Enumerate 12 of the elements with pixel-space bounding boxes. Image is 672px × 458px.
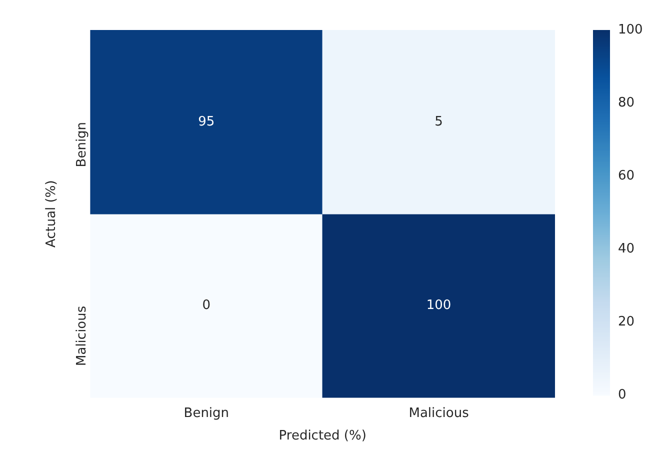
data-label: 5	[434, 114, 443, 130]
color-bar-label: 100	[618, 22, 643, 38]
color-bar-label: 40	[618, 241, 635, 256]
data-label: 95	[198, 114, 215, 130]
color-bar-label: 20	[618, 314, 635, 330]
color-bar-label: 60	[618, 168, 635, 184]
data-label: 0	[202, 298, 211, 314]
data-label: 100	[426, 298, 452, 314]
color-bar-label: 0	[618, 387, 626, 402]
x-axis-title: Predicted (%)	[278, 428, 366, 444]
y-axis-title: Actual (%)	[44, 180, 60, 248]
color-bar-label: 80	[618, 95, 635, 110]
